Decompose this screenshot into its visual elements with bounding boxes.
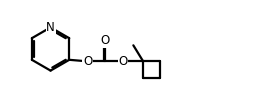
Text: O: O bbox=[101, 34, 110, 47]
Text: N: N bbox=[46, 21, 55, 34]
Text: O: O bbox=[119, 55, 128, 68]
Text: O: O bbox=[83, 55, 92, 68]
